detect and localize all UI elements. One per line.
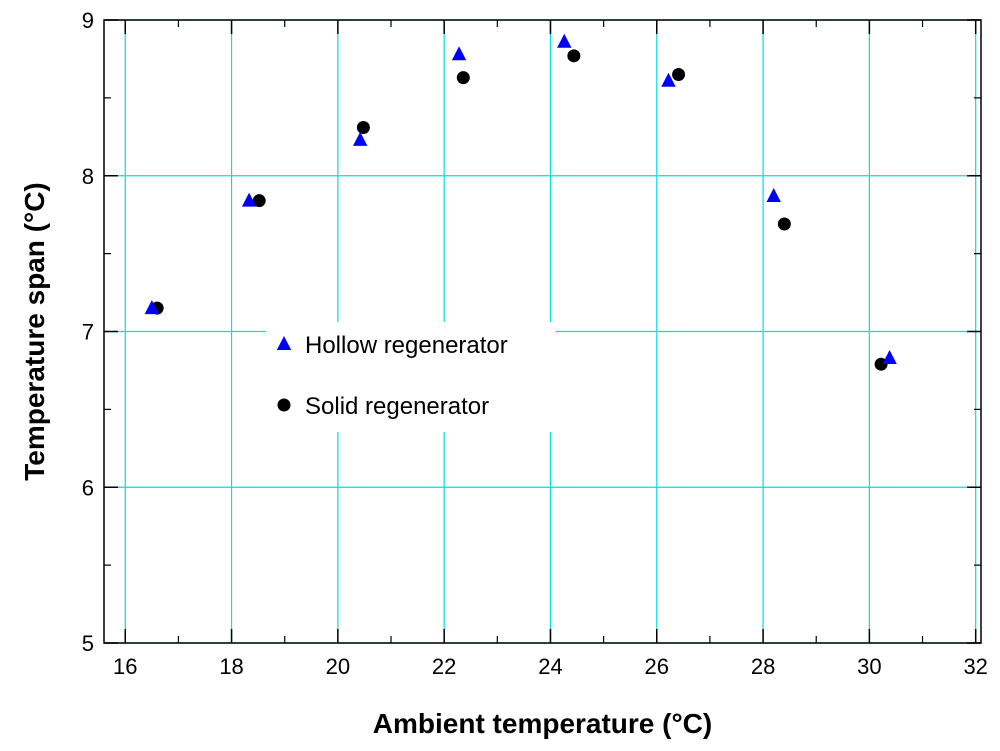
solid-regenerator-point: [567, 49, 581, 63]
solid-regenerator-point: [672, 68, 686, 82]
legend-marker-hollow-triangle-icon: [276, 336, 292, 350]
x-tick-label: 26: [645, 654, 669, 679]
legend-label-solid: Solid regenerator: [305, 393, 489, 420]
solid-regenerator-point: [356, 120, 370, 134]
x-tick-label: 16: [113, 654, 137, 679]
hollow-regenerator-point: [144, 300, 160, 315]
x-axis-title: Ambient temperature (°C): [373, 708, 712, 739]
y-tick-label: 6: [82, 475, 94, 500]
x-tick-label: 24: [538, 654, 562, 679]
axis-ticks: 16 18 20 22 24 26 28 30 32 5 6 7 8 9: [82, 8, 988, 679]
legend-background: [266, 322, 556, 432]
hollow-regenerator-point: [661, 72, 676, 87]
solid-regenerator-point: [252, 194, 266, 208]
x-tick-label: 32: [963, 654, 987, 679]
hollow-regenerator-point: [766, 187, 781, 202]
x-tick-label: 30: [857, 654, 881, 679]
data-points: [144, 33, 897, 371]
legend: Hollow regenerator Solid regenerator: [266, 322, 556, 432]
x-tick-label: 28: [751, 654, 775, 679]
solid-regenerator-point: [456, 71, 470, 85]
y-axis-title: Temperature span (°C): [19, 182, 50, 481]
hollow-regenerator-point: [451, 46, 467, 61]
y-tick-label: 8: [82, 164, 94, 189]
y-tick-label: 7: [82, 320, 94, 345]
hollow-regenerator-point: [882, 349, 897, 364]
x-tick-label: 20: [326, 654, 350, 679]
x-tick-label: 22: [432, 654, 456, 679]
solid-regenerator-point: [777, 217, 791, 231]
x-tick-label: 18: [219, 654, 243, 679]
hollow-regenerator-point: [352, 131, 368, 146]
legend-label-hollow: Hollow regenerator: [305, 332, 508, 359]
hollow-regenerator-point: [557, 33, 572, 48]
y-tick-label: 5: [82, 631, 94, 656]
legend-marker-solid-circle-icon: [277, 398, 291, 412]
y-tick-label: 9: [82, 8, 94, 33]
hollow-regenerator-point: [241, 192, 257, 207]
